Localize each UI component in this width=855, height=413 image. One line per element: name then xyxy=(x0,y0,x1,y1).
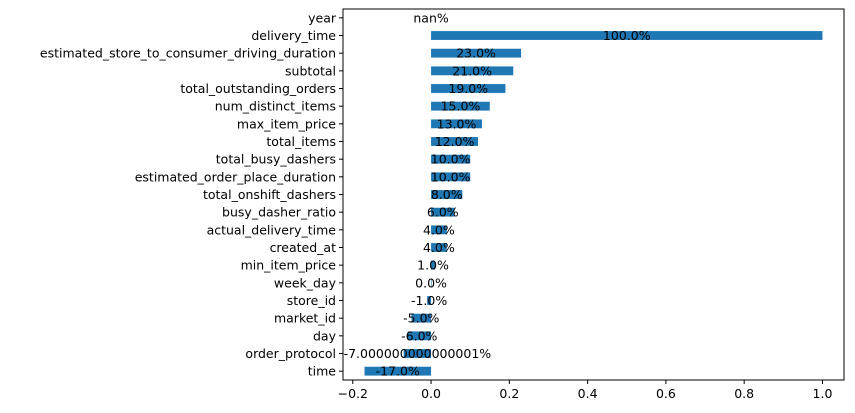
data-label-total_busy_dashers: 10.0% xyxy=(431,152,471,167)
y-tick-label-max_item_price: max_item_price xyxy=(237,116,336,131)
x-tick-label: 0.4 xyxy=(578,386,598,401)
data-label-estimated_order_place_duration: 10.0% xyxy=(431,169,471,184)
data-label-num_distinct_items: 15.0% xyxy=(441,99,481,114)
bar-total_busy_dashers xyxy=(431,154,471,164)
bar-min_item_price xyxy=(431,260,435,270)
data-label-total_outstanding_orders: 19.0% xyxy=(448,81,488,96)
y-tick-label-total_onshift_dashers: total_onshift_dashers xyxy=(203,187,336,202)
data-labels-group: nan% 100.0% 23.0% 21.0% 19.0% 15.0% 13.0% 12.0%… xyxy=(344,10,651,378)
bar-week_day xyxy=(431,278,432,288)
data-label-market_id: -5.0% xyxy=(403,311,439,326)
bar-subtotal xyxy=(431,66,514,76)
y-tick-label-total_items: total_items xyxy=(266,134,336,149)
y-tick-label-created_at: created_at xyxy=(270,240,337,255)
y-tick-label-store_id: store_id xyxy=(287,293,336,308)
y-tick-label-estimated_order_place_duration: estimated_order_place_duration xyxy=(135,169,336,184)
y-axis-group: year delivery_time estimated_store_to_cons… xyxy=(40,10,343,379)
bar-total_items xyxy=(431,137,479,146)
y-tick-label-time: time xyxy=(308,364,337,379)
x-tick-label: 0.6 xyxy=(656,386,676,401)
bar-store_id xyxy=(427,296,432,305)
y-tick-label-day: day xyxy=(313,328,337,343)
bar-total_outstanding_orders xyxy=(431,84,506,93)
bar-time xyxy=(364,366,432,376)
y-tick-label-order_protocol: order_protocol xyxy=(245,346,336,361)
data-label-subtotal: 21.0% xyxy=(452,63,492,78)
data-label-created_at: 4.0% xyxy=(423,240,455,255)
y-tick-label-week_day: week_day xyxy=(274,275,337,290)
data-label-estimated_store_to_consumer_driving_duration: 23.0% xyxy=(456,46,496,61)
data-label-store_id: -1.0% xyxy=(411,293,447,308)
y-tick-label-year: year xyxy=(308,10,337,25)
bar-created_at xyxy=(431,243,447,252)
bar-num_distinct_items xyxy=(431,101,490,111)
bar-actual_delivery_time xyxy=(431,225,447,235)
y-tick-label-min_item_price: min_item_price xyxy=(241,258,337,273)
bar-order_protocol xyxy=(403,349,432,358)
x-tick-label: 0.0 xyxy=(421,386,441,401)
bar-market_id xyxy=(411,313,432,323)
y-tick-label-num_distinct_items: num_distinct_items xyxy=(215,99,336,114)
bar-max_item_price xyxy=(431,119,482,129)
bar-delivery_time xyxy=(431,31,823,40)
data-label-min_item_price: 1.0% xyxy=(417,258,449,273)
bar-day xyxy=(407,331,432,341)
x-tick-label: 0.8 xyxy=(734,386,754,401)
data-label-order_protocol: -7.000000000000001% xyxy=(344,346,492,361)
data-label-day: -6.0% xyxy=(401,328,437,343)
bars-group xyxy=(364,31,823,376)
y-tick-label-busy_dasher_ratio: busy_dasher_ratio xyxy=(222,205,336,220)
data-label-max_item_price: 13.0% xyxy=(437,116,477,131)
x-tick-label: −0.2 xyxy=(338,386,368,401)
x-tick-label: 1.0 xyxy=(813,386,833,401)
data-label-delivery_time: 100.0% xyxy=(603,28,651,43)
bar-estimated_store_to_consumer_driving_duration xyxy=(431,48,522,58)
data-label-week_day: 0.0% xyxy=(415,275,447,290)
bar-busy_dasher_ratio xyxy=(431,207,455,217)
bar-total_onshift_dashers xyxy=(431,190,463,199)
data-label-actual_delivery_time: 4.0% xyxy=(423,222,455,237)
x-axis-group: −0.2 0.0 0.2 0.4 0.6 0.8 1.0 xyxy=(338,380,833,401)
y-tick-label-total_busy_dashers: total_busy_dashers xyxy=(216,152,336,167)
data-label-busy_dasher_ratio: 6.0% xyxy=(427,205,459,220)
y-tick-label-subtotal: subtotal xyxy=(285,63,336,78)
y-tick-label-estimated_store_to_consumer_driving_duration: estimated_store_to_consumer_driving_dura… xyxy=(40,46,336,61)
plot-frame xyxy=(342,8,845,381)
data-label-total_items: 12.0% xyxy=(435,134,475,149)
y-tick-label-total_outstanding_orders: total_outstanding_orders xyxy=(180,81,336,96)
data-label-time: -17.0% xyxy=(376,364,420,379)
y-tick-label-market_id: market_id xyxy=(274,311,336,326)
y-tick-label-actual_delivery_time: actual_delivery_time xyxy=(207,222,337,237)
y-tick-label-delivery_time: delivery_time xyxy=(251,28,336,43)
data-label-total_onshift_dashers: 8.0% xyxy=(431,187,463,202)
bar-estimated_order_place_duration xyxy=(431,172,471,182)
data-label-year: nan% xyxy=(413,10,449,25)
x-tick-label: 0.2 xyxy=(499,386,519,401)
